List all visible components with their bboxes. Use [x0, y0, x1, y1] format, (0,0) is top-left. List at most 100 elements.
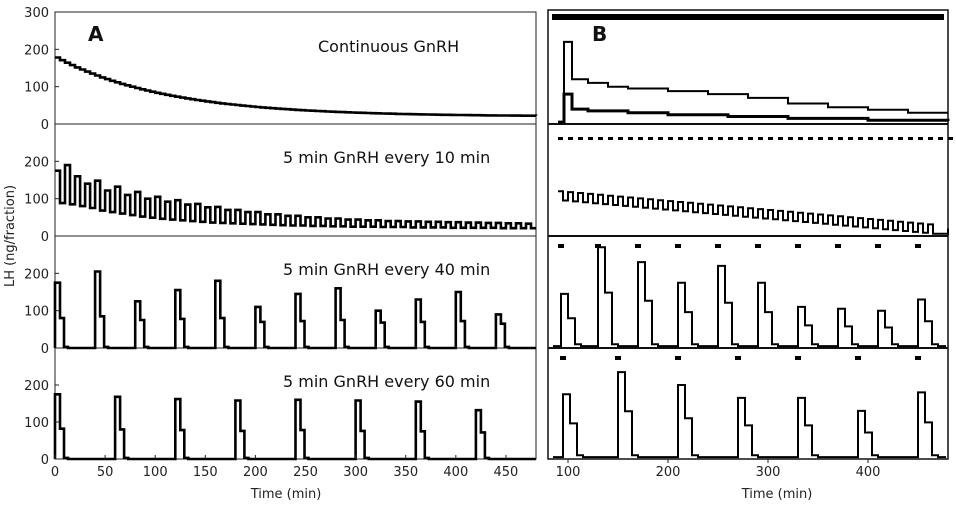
x-tick-label: 50 [97, 465, 114, 480]
y-tick-label: 200 [24, 43, 49, 58]
infusion-bar [552, 14, 944, 20]
pulse-marker [578, 137, 583, 140]
pulse-marker [558, 137, 563, 140]
pulse-marker [898, 137, 903, 140]
pulse-marker [838, 137, 843, 140]
y-axis-label: LH (ng/fraction) [3, 185, 18, 287]
panel-a-ticks: 0 100 200 300 0 100 200 0 100 200 0 100 200 0 50 100 150… [24, 6, 518, 480]
pulse-marker [568, 137, 573, 140]
pulse-marker [798, 137, 803, 140]
y-tick-label: 200 [24, 267, 49, 282]
pulse-marker [588, 137, 593, 140]
pulse-marker [848, 137, 853, 140]
pulse-marker [795, 244, 801, 248]
pulse-marker [828, 137, 833, 140]
pulse-marker [778, 137, 783, 140]
y-tick-label: 0 [41, 118, 49, 133]
panel-b-trace-2 [558, 190, 949, 235]
panel-title-3: 5 min GnRH every 40 min [283, 260, 490, 279]
y-tick-label: 0 [41, 342, 49, 357]
panel-b-trace-3 [553, 246, 946, 348]
pulse-marker [688, 137, 693, 140]
lh-trace-3 [53, 270, 536, 350]
pulse-marker [755, 244, 761, 248]
pulse-marker [560, 356, 566, 360]
lh-trace-1 [55, 56, 538, 117]
pulse-marker [678, 137, 683, 140]
y-tick-label: 200 [24, 379, 49, 394]
pulse-marker [918, 137, 923, 140]
pulse-marker [808, 137, 813, 140]
pulse-marker [738, 137, 743, 140]
y-tick-label: 200 [24, 155, 49, 170]
x-tick-label: 450 [494, 465, 519, 480]
pulse-marker [875, 244, 881, 248]
pulse-marker [788, 137, 793, 140]
pulse-marker [915, 244, 921, 248]
panel-title-2: 5 min GnRH every 10 min [283, 148, 490, 167]
pulse-marker [618, 137, 623, 140]
pulse-marker [668, 137, 673, 140]
lh-trace-2 [55, 163, 536, 230]
pulse-marker [835, 244, 841, 248]
x-tick-label-b: 200 [656, 465, 681, 480]
pulse-marker [948, 137, 953, 140]
y-tick-label: 100 [24, 193, 49, 208]
pulse-marker [675, 244, 681, 248]
panel-b-trace-4 [553, 371, 946, 459]
pulse-marker [658, 137, 663, 140]
pulse-marker [878, 137, 883, 140]
panel-letter-a: A [88, 22, 104, 46]
y-tick-label: 0 [41, 453, 49, 468]
y-tick-label: 100 [24, 416, 49, 431]
pulse-marker [648, 137, 653, 140]
pulse-marker [708, 137, 713, 140]
x-tick-label: 0 [51, 465, 59, 480]
pulse-marker [915, 356, 921, 360]
x-tick-label-b: 400 [856, 465, 881, 480]
pulse-marker [855, 356, 861, 360]
x-axis-label-a: Time (min) [250, 487, 322, 502]
pulse-marker [908, 137, 913, 140]
pulse-marker [868, 137, 873, 140]
pulse-marker [635, 244, 641, 248]
pulse-marker [558, 244, 564, 248]
pulse-marker [728, 137, 733, 140]
x-axis-label-b: Time (min) [741, 487, 813, 502]
x-tick-label: 100 [143, 465, 168, 480]
y-tick-label: 100 [24, 81, 49, 96]
pulse-marker [718, 137, 723, 140]
pulse-marker [888, 137, 893, 140]
pulse-marker [795, 356, 801, 360]
pulse-marker [628, 137, 633, 140]
x-tick-label: 300 [343, 465, 368, 480]
x-tick-label: 400 [443, 465, 468, 480]
lh-trace-4 [53, 393, 536, 461]
pulse-marker [615, 356, 621, 360]
x-tick-label-b: 100 [556, 465, 581, 480]
panel-b-trace-1-inner [558, 92, 950, 124]
pulse-marker [715, 244, 721, 248]
panel-b-recordings: 100 200 300 400 [547, 9, 953, 480]
pulse-marker [768, 137, 773, 140]
x-tick-label-b: 300 [756, 465, 781, 480]
y-tick-label: 300 [24, 6, 49, 21]
y-tick-label: 100 [24, 305, 49, 320]
pulse-marker [938, 137, 943, 140]
pulse-marker [858, 137, 863, 140]
pulse-marker [735, 356, 741, 360]
panel-b-frame [547, 9, 949, 460]
panel-b-trace-1-outer [558, 40, 948, 124]
pulse-marker [638, 137, 643, 140]
x-tick-label: 250 [293, 465, 318, 480]
pulse-marker [608, 137, 613, 140]
pulse-marker [598, 137, 603, 140]
pulse-marker [675, 356, 681, 360]
x-tick-label: 350 [393, 465, 418, 480]
pulse-marker [758, 137, 763, 140]
y-tick-label: 0 [41, 230, 49, 245]
panel-title-4: 5 min GnRH every 60 min [283, 372, 490, 391]
panel-letter-b: B [592, 22, 607, 46]
x-tick-label: 150 [193, 465, 218, 480]
